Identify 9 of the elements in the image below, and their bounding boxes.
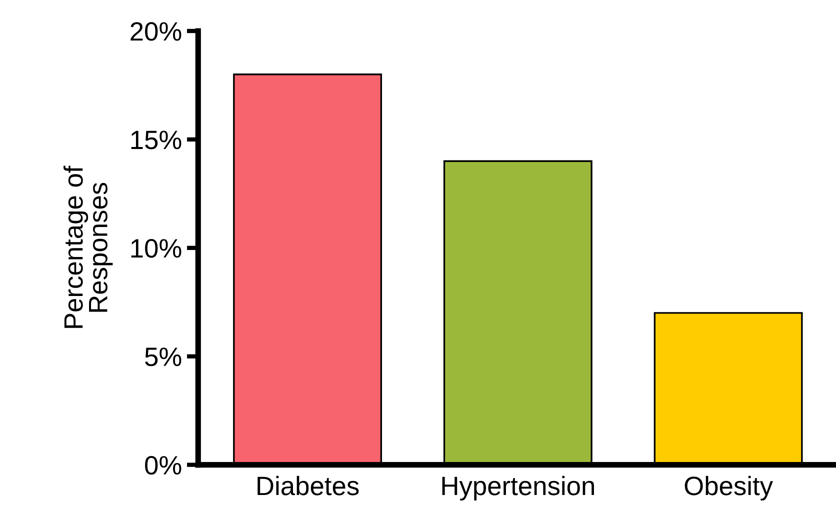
x-tick-label: Obesity bbox=[684, 476, 773, 501]
y-tick-label: 20% bbox=[130, 22, 182, 41]
y-tick-label: 0% bbox=[145, 456, 182, 475]
y-tick-label: 10% bbox=[131, 239, 182, 258]
y-tick-label: 5% bbox=[145, 348, 182, 366]
x-tick-label: Hypertension bbox=[442, 476, 594, 501]
y-axis-title: Percentage of Responses bbox=[64, 166, 113, 328]
y-tick-label: 15% bbox=[131, 130, 182, 150]
x-tick-label: Diabetes bbox=[258, 476, 359, 496]
